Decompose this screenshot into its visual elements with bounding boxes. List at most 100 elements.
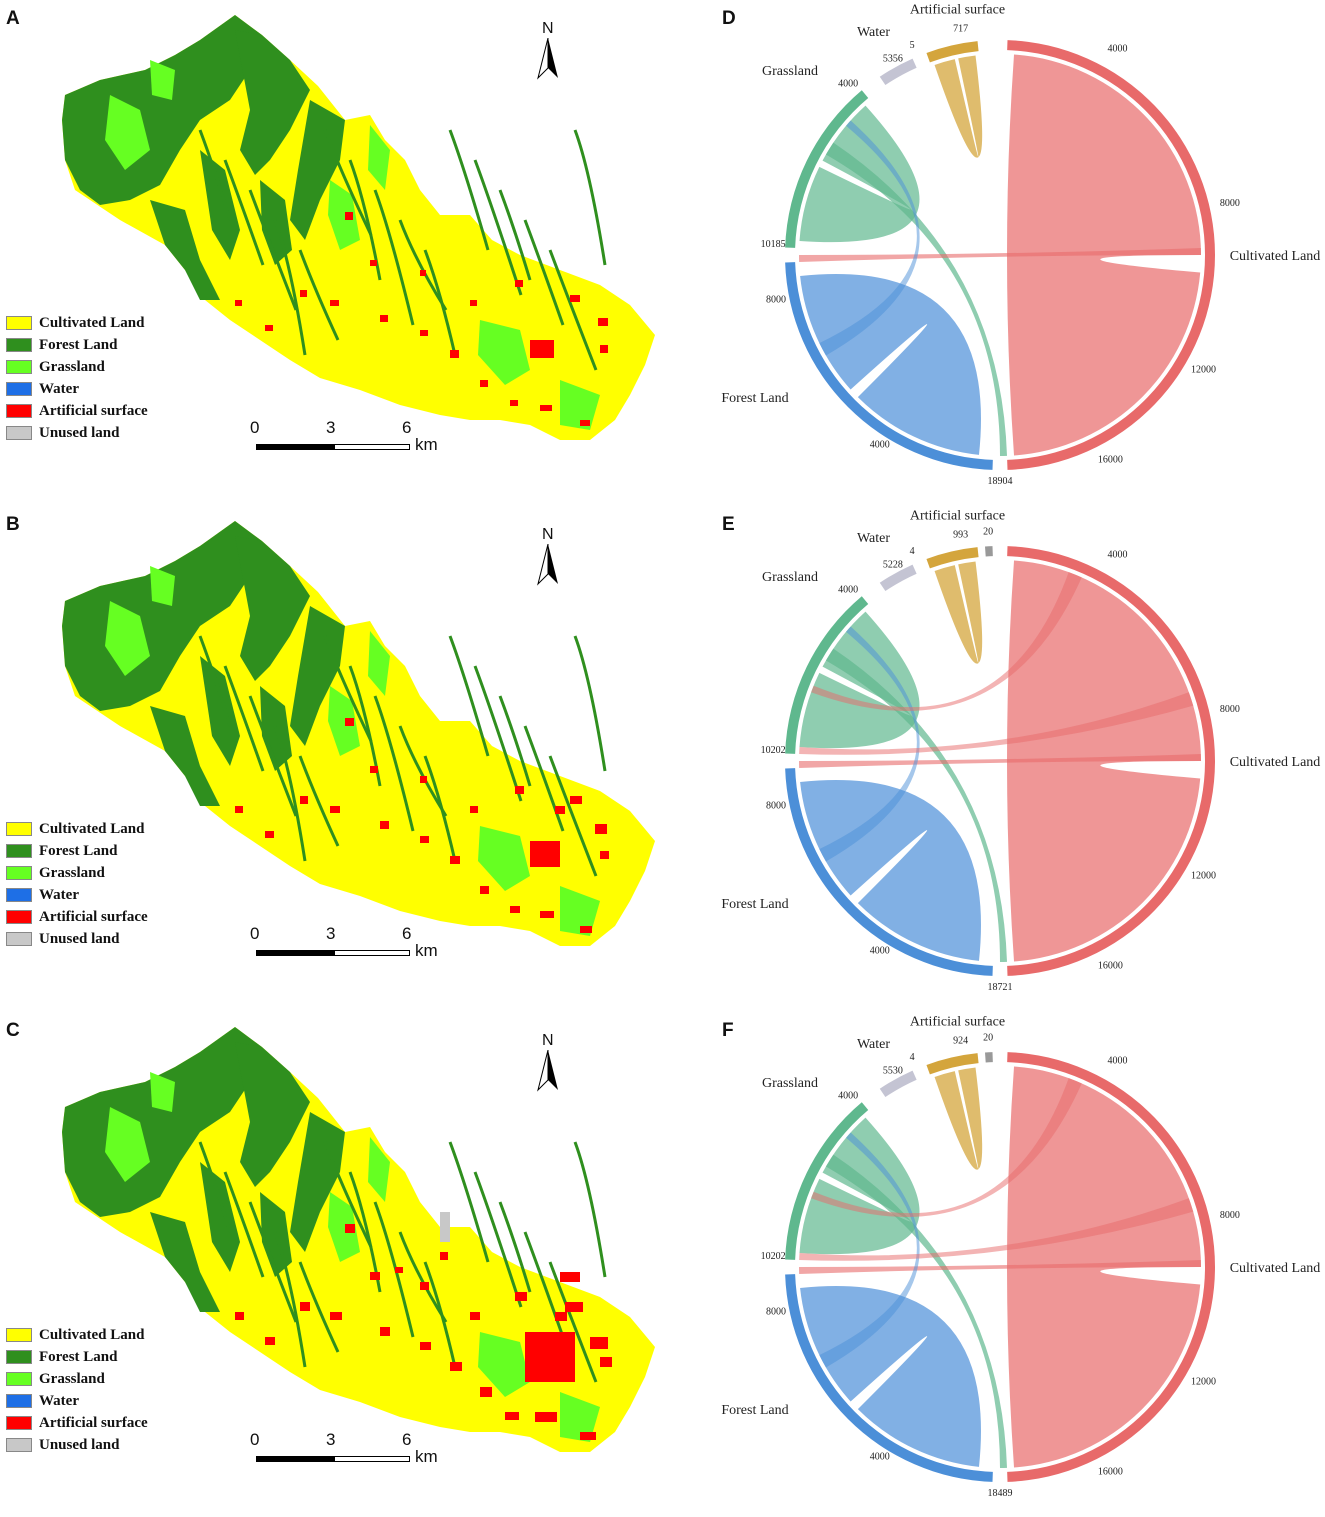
legend-swatch (6, 844, 32, 858)
forest-region (235, 1042, 310, 1187)
artificial-surface-patch (470, 806, 478, 813)
stream-corridor (548, 755, 598, 877)
stream-corridor (273, 725, 307, 862)
flow-artificial-self (934, 561, 983, 664)
flow-forest-self (800, 780, 981, 961)
legend-swatch (6, 404, 32, 418)
stream-corridor (248, 1201, 298, 1323)
tick-label: 8000 (1220, 1210, 1240, 1221)
legend-label: Grassland (39, 864, 105, 881)
land-use-map-c: Cultivated Land Forest Land Grassland Water… (0, 1012, 660, 1512)
artificial-surface-patch (470, 300, 477, 306)
legend-label: Water (39, 380, 79, 397)
map-shape (62, 521, 655, 946)
grassland-region (368, 631, 390, 696)
forest-region (290, 606, 345, 746)
scale-segment-white (334, 444, 410, 450)
map-shape (62, 1027, 655, 1452)
category-label-grassland: Grassland (762, 64, 818, 79)
flow-artificial-self (934, 1067, 983, 1170)
legend-item-artificial: Artificial surface (6, 1412, 206, 1434)
flow-forest-self (800, 1286, 981, 1467)
arc-water (879, 58, 917, 86)
legend-swatch (6, 932, 32, 946)
flow-forest-to-cultivated (799, 247, 1201, 263)
forest-region (200, 656, 240, 766)
tick-label: 924 (953, 1035, 968, 1046)
forest-region (290, 1112, 345, 1252)
tick-label: 5 (910, 40, 915, 51)
grassland-region (560, 886, 600, 936)
stream-corridor (498, 695, 532, 787)
panel-label-e: E (722, 514, 735, 535)
flow-forest-self (800, 274, 981, 455)
scale-tick: 6 (402, 924, 412, 943)
scale-tick: 3 (326, 418, 336, 437)
legend-swatch (6, 1438, 32, 1452)
artificial-surface-patch (380, 315, 388, 322)
artificial-surface-patch (510, 906, 520, 913)
scale-tick: 6 (402, 418, 412, 437)
stream-corridor (573, 635, 607, 772)
flow-forest-to-cultivated (799, 1259, 1201, 1275)
artificial-surface-patch (420, 776, 427, 783)
stream-corridor (298, 1261, 340, 1353)
forest-region (62, 521, 262, 711)
stream-corridor (423, 1261, 457, 1368)
arc-grassland (785, 1102, 869, 1260)
tick-label: 5530 (883, 1066, 903, 1077)
tick-label: 4000 (838, 78, 858, 89)
tick-label: 5356 (883, 54, 903, 65)
artificial-surface-patch (370, 260, 377, 266)
panel-label-c: C (6, 1020, 20, 1041)
scale-segment-black (256, 444, 334, 450)
artificial-surface-patch (450, 350, 459, 358)
forest-region (290, 100, 345, 240)
tick-label: 18721 (988, 982, 1013, 993)
panel-label-d: D (722, 8, 736, 29)
map-legend: Cultivated Land Forest Land Grassland Water… (6, 312, 206, 444)
forest-region (62, 15, 262, 205)
legend-label: Forest Land (39, 842, 118, 859)
flow-grassland-to-forest (819, 1132, 920, 1368)
stream-corridor (448, 635, 490, 757)
stream-corridor (198, 1141, 232, 1233)
stream-corridor (573, 129, 607, 266)
unused-land-patch (440, 1212, 450, 1242)
legend-swatch (6, 338, 32, 352)
artificial-surface-patch (600, 851, 609, 859)
legend-label: Artificial surface (39, 1414, 148, 1431)
grassland-region (150, 1072, 175, 1112)
legend-swatch (6, 1372, 32, 1386)
stream-corridor (448, 1141, 490, 1263)
category-label-artificial-surface: Artificial surface (910, 3, 1005, 18)
arc-grassland (785, 596, 869, 754)
scale-segment-black (256, 950, 334, 956)
chord-svg: 4000 8000 12000 16000 18489 4000 8000 10202 4000… (721, 999, 1320, 1499)
artificial-surface-patch (505, 1412, 519, 1420)
stream-corridor (573, 1141, 607, 1278)
category-label-forest-land: Forest Land (721, 1403, 788, 1418)
category-label-grassland: Grassland (762, 1076, 818, 1091)
scale-unit: km (415, 435, 438, 454)
north-arrow-icon (537, 38, 558, 80)
flow-grassland-to-cultivated (825, 142, 1008, 456)
stream-corridor (423, 755, 457, 862)
category-label-artificial-surface: Artificial surface (910, 1015, 1005, 1030)
legend-item-grass: Grassland (6, 862, 206, 884)
scale-tick: 0 (250, 418, 260, 437)
artificial-surface-patch (515, 280, 523, 287)
tick-label: 12000 (1191, 871, 1216, 882)
artificial-surface-patch (515, 786, 524, 794)
tick-label: 717 (953, 23, 968, 34)
artificial-surface-patch (480, 380, 488, 387)
legend-item-cultivated: Cultivated Land (6, 312, 206, 334)
flow-cultivated-to-forest (799, 1198, 1194, 1261)
forest-region (235, 536, 310, 681)
stream-corridor (323, 129, 373, 236)
scale-bar: 0 3 6 km (248, 1430, 448, 1476)
flow-grassland-to-cultivated (825, 1154, 1008, 1468)
scale-bar: 0 3 6 km (248, 924, 448, 970)
tick-label: 8000 (1220, 198, 1240, 209)
land-use-map-b: Cultivated Land Forest Land Grassland Water… (0, 506, 660, 1006)
